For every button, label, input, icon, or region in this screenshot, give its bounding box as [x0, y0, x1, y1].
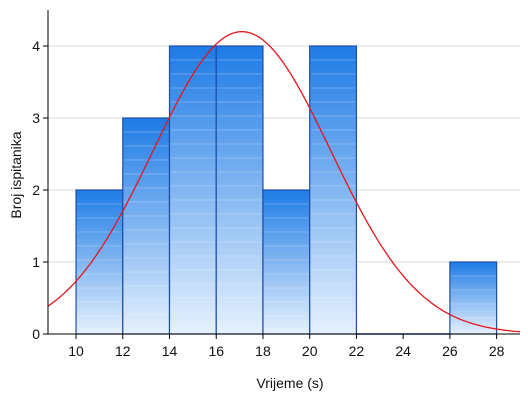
y-tick-label: 0 — [32, 326, 40, 342]
y-tick-label: 1 — [32, 254, 40, 270]
normal-curve-line — [47, 30, 521, 333]
bar — [449, 261, 498, 335]
x-tick-label: 26 — [442, 343, 458, 359]
x-axis-title: Vrijeme (s) — [256, 375, 323, 391]
bar — [168, 45, 217, 335]
y-tick-label: 2 — [32, 182, 40, 198]
bar — [122, 117, 171, 335]
normal-curve — [47, 30, 521, 333]
x-tick-label: 16 — [208, 343, 224, 359]
x-tick-label: 20 — [302, 343, 318, 359]
y-tick-label: 4 — [32, 38, 40, 54]
bar — [309, 45, 358, 335]
x-tick-label: 10 — [68, 343, 84, 359]
x-tick-label: 24 — [395, 343, 411, 359]
x-tick-label: 18 — [255, 343, 271, 359]
bar — [75, 189, 124, 335]
x-tick-label: 28 — [489, 343, 505, 359]
x-tick-label: 12 — [115, 343, 131, 359]
x-tick-label: 14 — [162, 343, 178, 359]
y-axis-title: Broj ispitanika — [8, 131, 24, 218]
axes — [43, 10, 520, 339]
bar — [262, 189, 311, 335]
bars — [75, 45, 498, 335]
x-tick-label: 22 — [349, 343, 365, 359]
bar — [215, 45, 264, 335]
y-tick-label: 3 — [32, 110, 40, 126]
